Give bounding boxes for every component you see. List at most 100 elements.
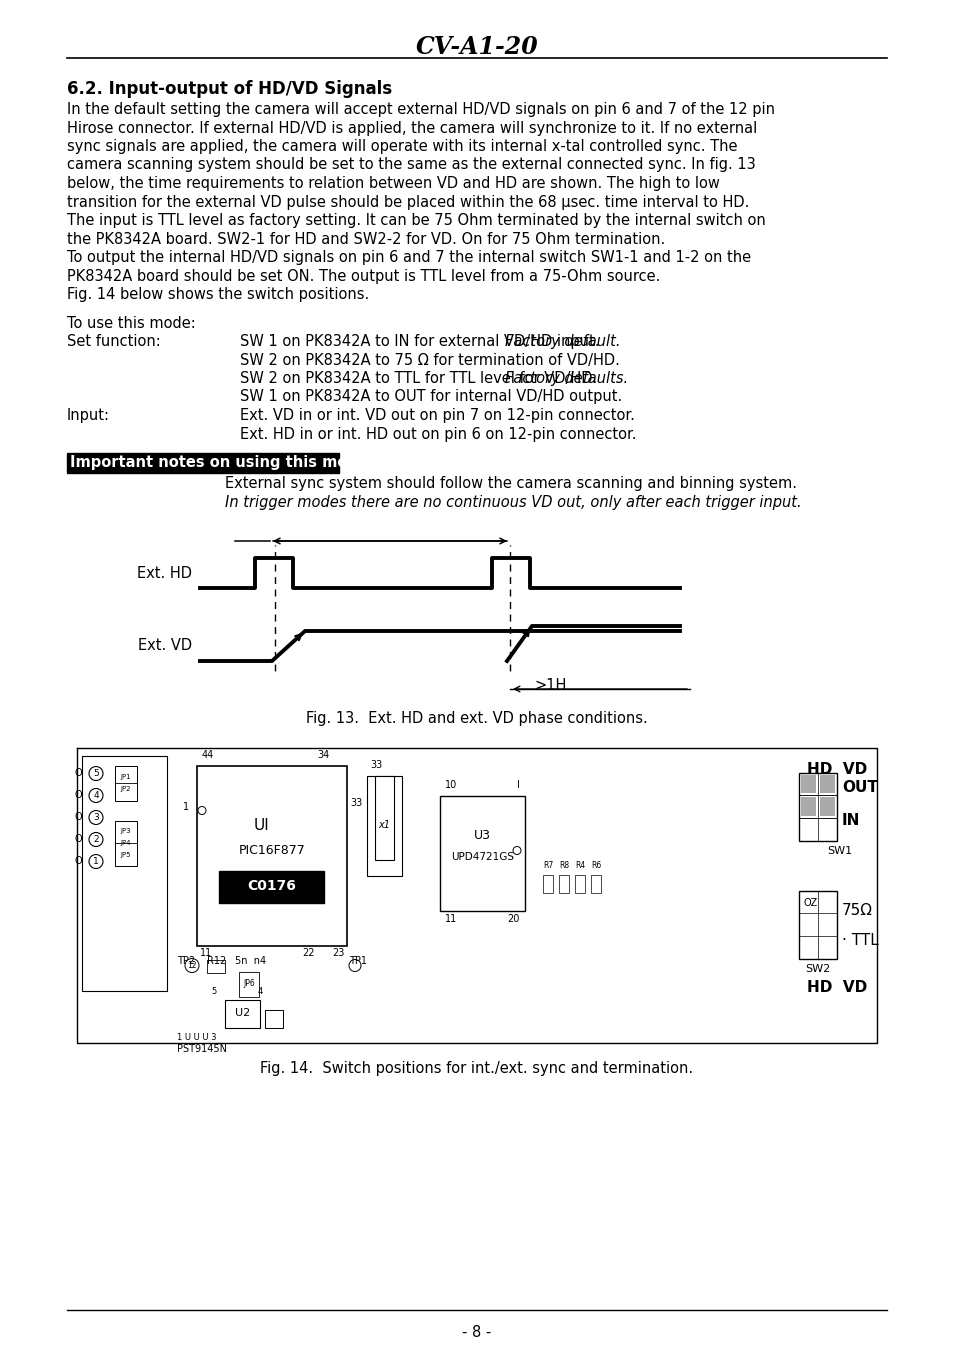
Text: Input:: Input: <box>67 408 110 423</box>
Bar <box>115 820 137 866</box>
Bar <box>558 874 568 893</box>
Text: U2: U2 <box>234 1008 250 1019</box>
Text: 4: 4 <box>93 790 99 800</box>
Text: 3: 3 <box>93 813 99 821</box>
Text: R7: R7 <box>542 861 553 870</box>
Text: 2: 2 <box>93 835 99 844</box>
Text: UI: UI <box>253 817 270 834</box>
Text: Factory default.: Factory default. <box>504 334 619 349</box>
Text: SW2: SW2 <box>804 963 830 974</box>
Text: the PK8342A board. SW2-1 for HD and SW2-2 for VD. On for 75 Ohm termination.: the PK8342A board. SW2-1 for HD and SW2-… <box>67 231 664 246</box>
Bar <box>196 766 347 946</box>
Circle shape <box>89 854 103 869</box>
Text: TP1: TP1 <box>349 955 367 966</box>
Text: 33: 33 <box>350 798 362 808</box>
Bar <box>82 755 167 990</box>
Circle shape <box>89 766 103 781</box>
Text: >1H: >1H <box>535 677 567 693</box>
Bar <box>367 775 401 875</box>
Text: I: I <box>517 781 519 790</box>
Text: JP5: JP5 <box>121 852 132 858</box>
Text: PIC16F877: PIC16F877 <box>238 844 305 857</box>
Text: To use this mode:: To use this mode: <box>67 316 195 331</box>
Text: 5: 5 <box>93 769 99 778</box>
Circle shape <box>185 958 199 973</box>
Text: 1: 1 <box>93 857 99 866</box>
Text: 1: 1 <box>183 802 189 812</box>
Text: 75Ω: 75Ω <box>841 902 872 917</box>
Text: 23: 23 <box>332 948 344 958</box>
Text: To output the internal HD/VD signals on pin 6 and 7 the internal switch SW1-1 an: To output the internal HD/VD signals on … <box>67 250 750 265</box>
Text: Important notes on using this mode: Important notes on using this mode <box>70 455 368 470</box>
Text: 1 U U U 3: 1 U U U 3 <box>177 1032 216 1042</box>
Text: R6: R6 <box>590 861 600 870</box>
Circle shape <box>198 807 206 815</box>
Text: O: O <box>74 835 82 844</box>
Bar <box>590 874 600 893</box>
Text: SW 1 on PK8342A to OUT for internal VD/HD output.: SW 1 on PK8342A to OUT for internal VD/H… <box>240 389 621 404</box>
Text: O: O <box>74 790 82 801</box>
Bar <box>575 874 584 893</box>
Text: Fig. 14.  Switch positions for int./ext. sync and termination.: Fig. 14. Switch positions for int./ext. … <box>260 1061 693 1075</box>
Text: 10: 10 <box>444 781 456 790</box>
Bar <box>799 773 836 840</box>
Text: PK8342A board should be set ON. The output is TTL level from a 75-Ohm source.: PK8342A board should be set ON. The outp… <box>67 269 659 284</box>
Text: IN: IN <box>841 813 860 828</box>
Bar <box>375 775 394 859</box>
Bar <box>820 774 834 793</box>
Text: In trigger modes there are no continuous VD out, only after each trigger input.: In trigger modes there are no continuous… <box>225 494 801 509</box>
Text: UPD4721GS: UPD4721GS <box>451 852 514 862</box>
Text: Hirose connector. If external HD/VD is applied, the camera will synchronize to i: Hirose connector. If external HD/VD is a… <box>67 120 757 135</box>
Text: 11: 11 <box>444 913 456 924</box>
Text: CV-A1-20: CV-A1-20 <box>416 35 537 59</box>
Bar <box>115 766 137 801</box>
FancyBboxPatch shape <box>67 453 338 473</box>
Text: SW 2 on PK8342A to TTL for TTL level for VD/HD.: SW 2 on PK8342A to TTL for TTL level for… <box>240 372 601 386</box>
Text: 4: 4 <box>257 988 263 997</box>
Bar <box>265 1009 283 1028</box>
Circle shape <box>349 959 360 971</box>
Text: SW 1 on PK8342A to IN for external VD/HD input.: SW 1 on PK8342A to IN for external VD/HD… <box>240 334 603 349</box>
Text: TP2: TP2 <box>177 955 195 966</box>
Text: x1: x1 <box>378 820 390 831</box>
Text: Factory defaults.: Factory defaults. <box>504 372 627 386</box>
Bar <box>207 959 225 973</box>
Text: External sync system should follow the camera scanning and binning system.: External sync system should follow the c… <box>225 476 796 490</box>
Bar <box>542 874 553 893</box>
Bar <box>225 1000 260 1028</box>
Text: OZ: OZ <box>803 898 818 908</box>
Text: sync signals are applied, the camera will operate with its internal x-tal contro: sync signals are applied, the camera wil… <box>67 139 737 154</box>
Text: 5: 5 <box>212 988 216 997</box>
Text: JP6: JP6 <box>243 979 254 988</box>
Text: R12: R12 <box>207 955 226 966</box>
Circle shape <box>89 811 103 824</box>
Text: O: O <box>74 769 82 778</box>
Text: JP3: JP3 <box>121 828 132 835</box>
Text: camera scanning system should be set to the same as the external connected sync.: camera scanning system should be set to … <box>67 158 755 173</box>
Text: 6.2. Input-output of HD/VD Signals: 6.2. Input-output of HD/VD Signals <box>67 80 392 99</box>
Text: 11: 11 <box>200 948 212 958</box>
Text: transition for the external VD pulse should be placed within the 68 μsec. time i: transition for the external VD pulse sho… <box>67 195 749 209</box>
Text: Fig. 14 below shows the switch positions.: Fig. 14 below shows the switch positions… <box>67 286 369 303</box>
Bar <box>799 890 836 958</box>
Circle shape <box>513 847 520 854</box>
Text: JP1: JP1 <box>121 774 132 780</box>
Bar <box>820 797 834 816</box>
Text: 5n  n4: 5n n4 <box>234 955 266 966</box>
Text: Set function:: Set function: <box>67 334 161 349</box>
Text: Fig. 13.  Ext. HD and ext. VD phase conditions.: Fig. 13. Ext. HD and ext. VD phase condi… <box>306 711 647 725</box>
Text: U3: U3 <box>474 830 491 842</box>
Bar <box>219 870 324 902</box>
Bar <box>801 797 815 816</box>
Text: PST9145N: PST9145N <box>177 1044 227 1055</box>
Text: 12: 12 <box>187 961 196 970</box>
Text: Ext. VD: Ext. VD <box>138 639 192 654</box>
Bar <box>439 796 524 911</box>
Text: OUT: OUT <box>841 780 877 794</box>
Text: 20: 20 <box>506 913 518 924</box>
Text: HD  VD: HD VD <box>806 762 866 777</box>
Bar <box>801 774 815 793</box>
Circle shape <box>89 789 103 802</box>
Text: SW1: SW1 <box>826 846 852 855</box>
Text: R8: R8 <box>558 861 569 870</box>
